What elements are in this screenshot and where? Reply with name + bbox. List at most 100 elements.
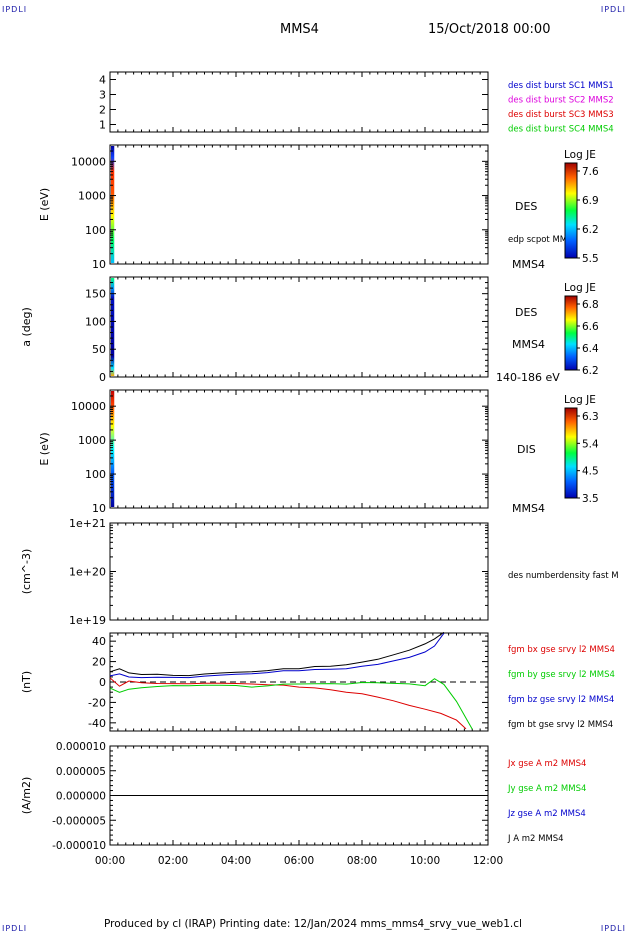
- colorbar-tick-label: 6.9: [582, 195, 599, 207]
- panel-label: MMS4: [512, 258, 545, 271]
- time-tick-label: 12:00: [473, 855, 503, 867]
- y-tick-label: -20: [88, 696, 106, 709]
- footer-credit: Produced by cl (IRAP) Printing date: 12/…: [104, 918, 522, 930]
- panel-label: 140-186 eV: [496, 371, 560, 384]
- y-tick-label: 100: [85, 315, 106, 328]
- legend-entry: Jy gse A m2 MMS4: [507, 784, 586, 794]
- time-tick-label: 06:00: [284, 855, 314, 867]
- series-line: [109, 631, 445, 677]
- legend-entry: des dist burst SC2 MMS2: [508, 96, 614, 106]
- panel-label: MMS4: [512, 502, 545, 515]
- colorbar-tick-label: 5.4: [582, 438, 599, 450]
- y-tick-label: 2: [99, 104, 106, 117]
- y-tick-label: 20: [92, 656, 106, 669]
- y-axis-label: E (eV): [38, 432, 51, 465]
- des-energy-colorbar: [564, 162, 578, 259]
- y-tick-label: 50: [92, 343, 106, 356]
- panel-label: DES: [515, 200, 537, 213]
- y-tick-label: 0.000000: [56, 791, 106, 803]
- legend-entry: des dist burst SC3 MMS3: [508, 110, 614, 120]
- colorbar-tick-label: 4.5: [582, 466, 599, 478]
- series-line: [109, 677, 467, 730]
- time-tick-label: 08:00: [347, 855, 377, 867]
- legend-entry: des dist burst SC4 MMS4: [508, 125, 614, 135]
- y-tick-label: 4: [99, 74, 106, 87]
- des-energy-spectrogram: [111, 146, 115, 263]
- colorbar-tick-label: 5.5: [582, 253, 599, 265]
- colorbar-tick-label: 6.3: [582, 411, 599, 423]
- y-axis-label: a (deg): [20, 307, 33, 347]
- y-tick-label: -0.000010: [52, 840, 106, 852]
- y-tick-label: -0.000005: [52, 815, 106, 827]
- y-tick-label: 40: [92, 635, 106, 648]
- series-line: [109, 678, 473, 730]
- legend-entry: fgm bz gse srvy l2 MMS4: [508, 695, 614, 705]
- y-tick-label: 1e+19: [69, 614, 106, 627]
- panel-frame: [109, 71, 489, 133]
- panel-frame: [109, 389, 489, 509]
- corner-mark-bottom-left: IPDLI: [2, 924, 28, 933]
- y-axis-label: (cm^-3): [20, 549, 33, 595]
- y-tick-label: 1e+21: [69, 517, 106, 530]
- legend-entry: J A m2 MMS4: [507, 834, 564, 844]
- y-tick-label: 0: [99, 371, 106, 384]
- y-tick-label: 100: [85, 468, 106, 481]
- time-tick-label: 10:00: [410, 855, 440, 867]
- legend-entry: fgm bt gse srvy l2 MMS4: [508, 720, 613, 730]
- panel-label: MMS4: [512, 338, 545, 351]
- y-tick-label: 150: [85, 288, 106, 301]
- y-tick-label: 0.000010: [56, 741, 106, 753]
- y-tick-label: -40: [88, 717, 106, 730]
- y-axis-label: (A/m2): [20, 777, 33, 815]
- colorbar-title: Log JE: [564, 149, 596, 161]
- panel-frame: [109, 276, 489, 378]
- legend-entry: fgm bx gse srvy l2 MMS4: [508, 645, 615, 655]
- panel-label: edp scpot MMS4: [508, 235, 578, 245]
- y-tick-label: 3: [99, 89, 106, 102]
- time-tick-label: 04:00: [221, 855, 251, 867]
- dis-energy-spectrogram: [111, 391, 115, 507]
- y-tick-label: 0: [99, 676, 106, 689]
- colorbar-tick-label: 6.2: [582, 224, 599, 236]
- y-axis-label: (nT): [20, 671, 33, 693]
- date-title: 15/Oct/2018 00:00: [428, 22, 551, 37]
- colorbar-title: Log JE: [564, 394, 596, 406]
- legend-entry: des numberdensity fast M: [508, 571, 619, 581]
- y-tick-label: 1: [99, 119, 106, 132]
- y-tick-label: 1e+20: [69, 566, 106, 579]
- corner-mark-bottom-right: IPDLI: [600, 924, 626, 933]
- y-tick-label: 1000: [78, 434, 106, 447]
- y-tick-label: 0.000005: [56, 766, 106, 778]
- y-tick-label: 10000: [71, 400, 106, 413]
- colorbar-title: Log JE: [564, 282, 596, 294]
- y-tick-label: 10: [92, 502, 106, 515]
- time-tick-label: 02:00: [158, 855, 188, 867]
- time-tick-label: 00:00: [95, 855, 125, 867]
- colorbar-tick-label: 6.8: [582, 299, 599, 311]
- legend-entry: Jx gse A m2 MMS4: [507, 759, 586, 769]
- dis-energy-colorbar: [564, 407, 578, 499]
- y-tick-label: 10: [92, 258, 106, 271]
- series-line: [109, 633, 445, 679]
- corner-mark-top-right: IPDLI: [600, 5, 626, 14]
- colorbar-tick-label: 6.2: [582, 365, 599, 377]
- colorbar-tick-label: 7.6: [582, 166, 599, 178]
- colorbar-tick-label: 3.5: [582, 493, 599, 505]
- y-axis-label: E (eV): [38, 188, 51, 221]
- y-tick-label: 100: [85, 224, 106, 237]
- legend-entry: des dist burst SC1 MMS1: [508, 81, 614, 91]
- legend-entry: fgm by gse srvy l2 MMS4: [508, 670, 615, 680]
- y-tick-label: 1000: [78, 190, 106, 203]
- panel-label: DES: [515, 306, 537, 319]
- corner-mark-top-left: IPDLI: [2, 5, 28, 14]
- colorbar-tick-label: 6.6: [582, 321, 599, 333]
- panel-frame: [109, 522, 489, 621]
- spacecraft-title: MMS4: [280, 22, 319, 37]
- panel-frame: [109, 144, 489, 265]
- des-pitch-colorbar: [564, 295, 578, 371]
- panel-label: DIS: [517, 443, 536, 456]
- y-tick-label: 10000: [71, 155, 106, 168]
- legend-entry: Jz gse A m2 MMS4: [507, 809, 586, 819]
- colorbar-tick-label: 6.4: [582, 343, 599, 355]
